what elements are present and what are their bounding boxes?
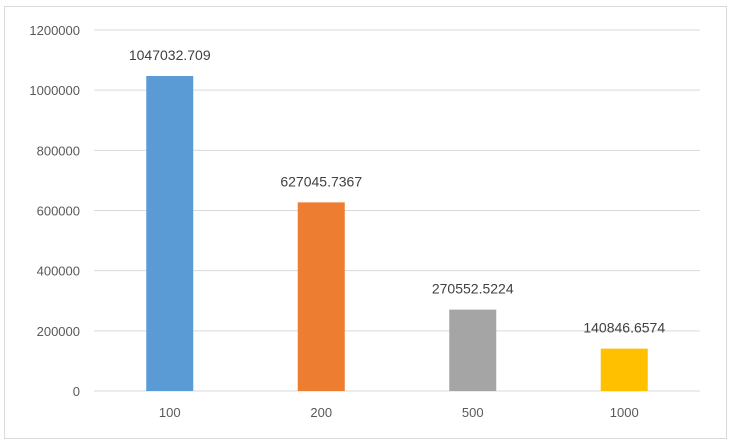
y-tick-label: 1000000 — [29, 83, 80, 98]
data-label: 270552.5224 — [432, 281, 514, 297]
x-tick-label: 500 — [462, 405, 484, 420]
bar — [449, 309, 497, 391]
data-label: 627045.7367 — [280, 173, 362, 189]
y-tick-label: 600000 — [37, 204, 80, 219]
data-label: 1047032.709 — [129, 47, 211, 63]
y-tick-label: 0 — [73, 384, 80, 399]
bar — [600, 348, 648, 391]
y-tick-label: 200000 — [37, 324, 80, 339]
bar — [297, 202, 345, 391]
x-tick-label: 100 — [159, 405, 181, 420]
x-tick-label: 200 — [310, 405, 332, 420]
y-tick-label: 800000 — [37, 143, 80, 158]
bar — [146, 76, 194, 391]
data-label: 140846.6574 — [583, 320, 665, 336]
y-tick-label: 1200000 — [29, 23, 80, 38]
y-tick-label: 400000 — [37, 264, 80, 279]
x-tick-label: 1000 — [610, 405, 639, 420]
